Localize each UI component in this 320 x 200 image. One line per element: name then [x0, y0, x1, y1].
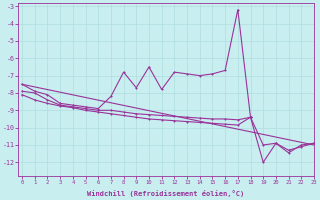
- X-axis label: Windchill (Refroidissement éolien,°C): Windchill (Refroidissement éolien,°C): [87, 190, 245, 197]
